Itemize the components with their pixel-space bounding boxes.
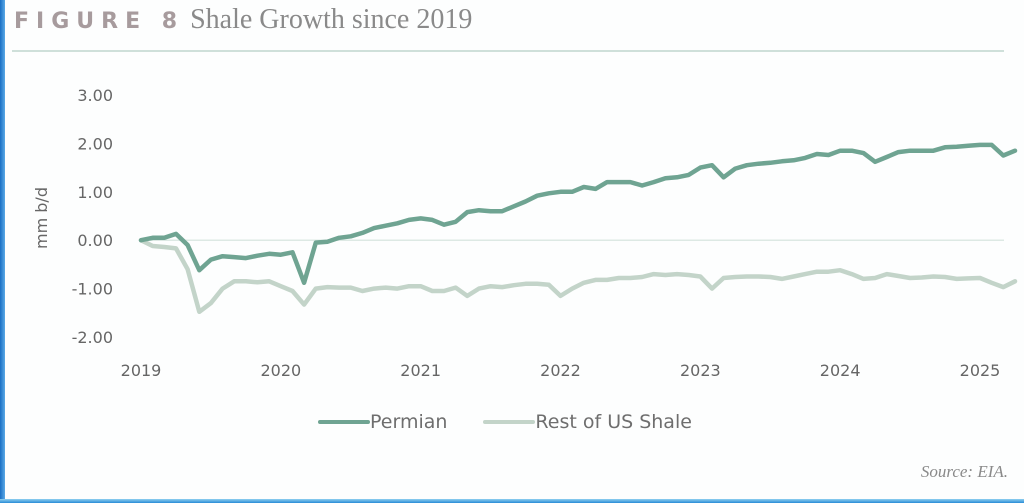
x-tick-label: 2025 bbox=[960, 361, 1001, 380]
y-tick-label: -1.00 bbox=[72, 280, 113, 299]
legend-item-permian: Permian bbox=[318, 411, 447, 433]
y-axis-label: mm b/d bbox=[32, 187, 51, 249]
y-tick-label: 2.00 bbox=[77, 134, 113, 153]
window-bottom-edge bbox=[0, 499, 1024, 503]
y-tick-label: 0.00 bbox=[77, 231, 113, 250]
y-tick-label: -2.00 bbox=[72, 328, 113, 347]
title-divider bbox=[12, 50, 1004, 52]
y-axis: 3.00 2.00 1.00 0.00 -1.00 -2.00 bbox=[72, 86, 113, 347]
series-line-permian bbox=[138, 142, 1018, 286]
y-tick-label: 3.00 bbox=[77, 86, 113, 105]
legend-label-permian: Permian bbox=[370, 411, 448, 433]
legend-item-rest-of-us-shale: Rest of US Shale bbox=[483, 411, 692, 433]
legend-swatch-rest-of-us-shale bbox=[483, 420, 536, 424]
legend-swatch-permian bbox=[318, 420, 370, 424]
series-group bbox=[138, 142, 1018, 315]
x-tick-label: 2019 bbox=[121, 361, 162, 380]
legend: Permian Rest of US Shale bbox=[318, 411, 728, 433]
legend-label-rest-of-us-shale: Rest of US Shale bbox=[535, 411, 692, 433]
x-tick-label: 2023 bbox=[680, 361, 721, 380]
x-axis: 2019 2020 2021 2022 2023 2024 2025 bbox=[121, 361, 1001, 380]
figure-header: FIGURE 8 Shale Growth since 2019 bbox=[14, 4, 472, 44]
source-note: Source: EIA. bbox=[920, 462, 1008, 481]
figure-label: FIGURE 8 bbox=[14, 9, 185, 34]
x-tick-label: 2020 bbox=[260, 361, 301, 380]
x-tick-label: 2022 bbox=[540, 361, 581, 380]
x-tick-label: 2021 bbox=[400, 361, 441, 380]
figure-title: Shale Growth since 2019 bbox=[190, 4, 473, 35]
x-tick-label: 2024 bbox=[820, 361, 861, 380]
y-tick-label: 1.00 bbox=[77, 183, 113, 202]
series-line-rest-of-us-shale bbox=[138, 237, 1018, 315]
window-left-edge bbox=[0, 0, 5, 503]
